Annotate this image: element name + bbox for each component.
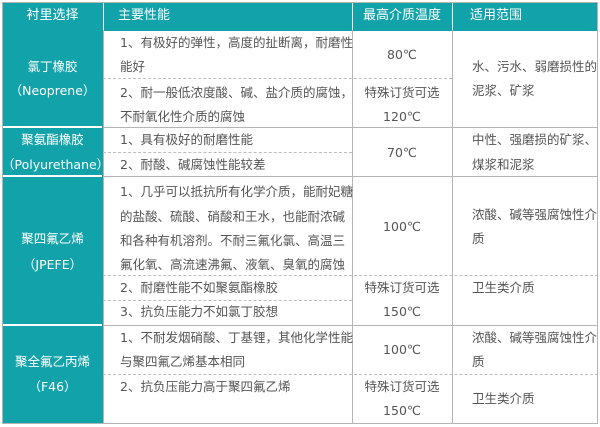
temperature-text: 100℃ — [383, 219, 421, 234]
dashed-divider — [103, 152, 352, 153]
application-text: 泥浆、矿浆 — [472, 83, 535, 98]
lining-name: 氯丁橡胶 — [27, 59, 78, 74]
dashed-divider — [103, 78, 452, 79]
dashed-divider — [103, 300, 352, 301]
column-divider — [103, 30, 104, 424]
property-text: 1、不耐发烟硝酸、丁基锂，其他化学性能 — [120, 330, 353, 345]
property-text: 2、抗负压能力高于聚四氟乙烯 — [120, 379, 291, 394]
header-divider — [352, 3, 353, 30]
lining-name: 聚四氟乙烯 — [21, 231, 84, 246]
column-divider — [452, 30, 453, 424]
header-divider — [452, 3, 453, 30]
application-text: 质 — [472, 231, 485, 246]
application-text: 水、污水、弱磨损性的 — [472, 59, 598, 74]
row-divider — [3, 175, 102, 177]
lining-name: （Neoprene） — [9, 83, 96, 98]
temperature-text: 150℃ — [383, 403, 421, 418]
lining-name: 聚氨酯橡胶 — [21, 132, 84, 147]
lining-name: （Polyurethane） — [2, 157, 110, 172]
dashed-divider — [103, 275, 598, 276]
row-divider — [103, 325, 598, 326]
header-max-temp: 最高介质温度 — [362, 8, 441, 23]
row-divider — [103, 176, 598, 177]
property-text: 3、抗负压能力不如氯丁胶想 — [120, 304, 278, 319]
property-text: 1、几乎可以抵抗所有化学介质，能耐妃糖 — [120, 184, 353, 199]
temperature-text: 100℃ — [383, 342, 421, 357]
temperature-text: 特殊订货可选 — [364, 379, 440, 394]
property-text: 2、耐酸、碱腐蚀性能较差 — [120, 157, 266, 172]
lining-name: （F46） — [28, 379, 77, 394]
lining-name: 聚全氟乙丙烯 — [14, 354, 90, 369]
column-divider — [352, 30, 353, 424]
table-header — [3, 3, 597, 31]
temperature-text: 120℃ — [383, 109, 421, 124]
property-text: 与聚四氟乙烯基本相同 — [120, 354, 246, 369]
application-text: 卫生类介质 — [472, 280, 535, 295]
application-text: 煤浆和泥浆 — [472, 157, 535, 172]
header-divider — [103, 3, 104, 30]
lining-column — [3, 31, 103, 423]
application-text: 质 — [472, 354, 485, 369]
row-divider — [3, 324, 102, 326]
property-text: 2、耐磨性能不如聚氨酯橡胶 — [120, 280, 278, 295]
property-text: 1、具有极好的耐磨性能 — [120, 132, 253, 147]
temperature-text: 特殊订货可选 — [364, 280, 440, 295]
temperature-text: 80℃ — [387, 47, 417, 62]
application-text: 浓酸、碱等强腐蚀性介 — [472, 207, 598, 222]
temperature-text: 70℃ — [387, 145, 417, 160]
header-properties: 主要性能 — [118, 8, 171, 23]
property-text: 能好 — [120, 59, 146, 74]
property-text: 2、耐一般低浓度酸、碱、盐介质的腐蚀， — [120, 85, 353, 100]
application-text: 浓酸、碱等强腐蚀性介 — [472, 330, 598, 345]
application-text: 卫生类介质 — [472, 391, 535, 406]
header-application: 适用范围 — [470, 8, 523, 23]
dashed-divider — [103, 374, 598, 375]
temperature-text: 特殊订货可选 — [364, 85, 440, 100]
row-divider — [3, 126, 102, 128]
temperature-text: 150℃ — [383, 304, 421, 319]
property-text: 不耐氧化性介质的腐蚀 — [120, 109, 246, 124]
row-divider — [103, 127, 598, 128]
property-text: 和各种有机溶剂。不耐三氟化氯、高温三 — [120, 233, 346, 248]
header-lining: 衬里选择 — [26, 8, 79, 23]
property-text: 的盐酸、硫酸、硝酸和王水，也能耐浓碱 — [120, 209, 346, 224]
property-text: 氟化氧、高流速沸氟、液氧、臭氧的腐蚀 — [120, 257, 346, 272]
lining-name: （JPEFE） — [22, 257, 83, 272]
application-text: 中性、强磨损的矿浆、 — [472, 132, 598, 147]
property-text: 1、有极好的弹性，高度的扯断离，耐磨性 — [120, 35, 353, 50]
